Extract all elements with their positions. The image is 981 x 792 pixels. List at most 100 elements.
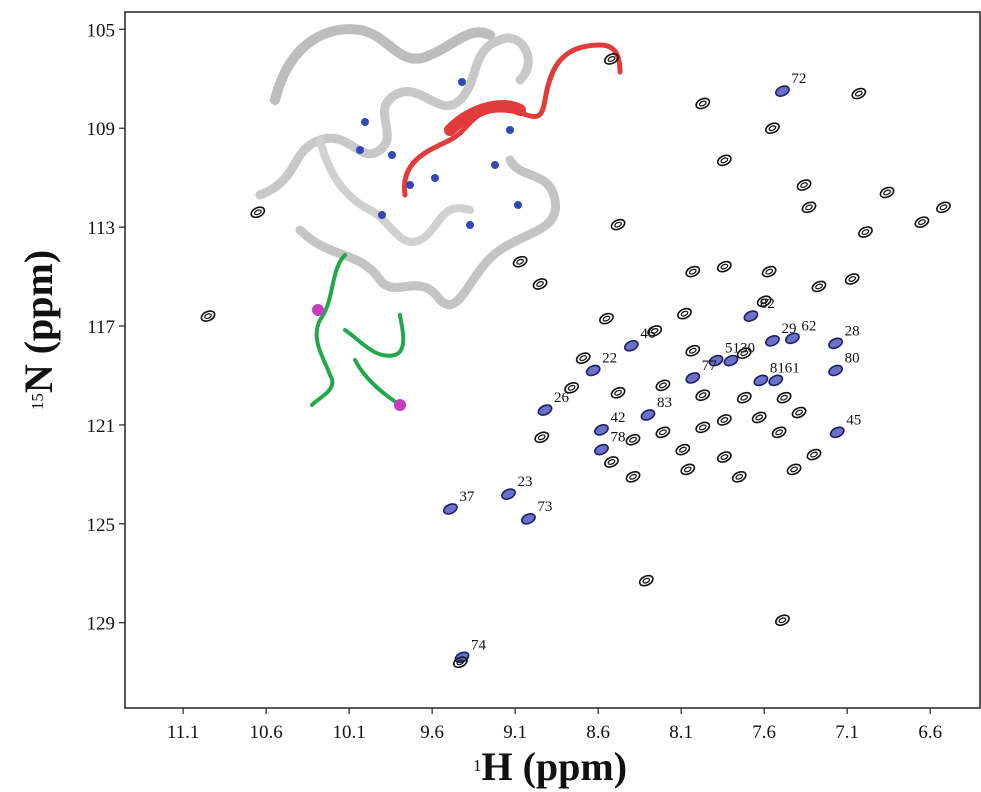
labeled-peak (623, 339, 639, 352)
y-axis-title-text: N (ppm) (16, 250, 61, 393)
peak (879, 186, 895, 199)
peak-inner (760, 298, 769, 305)
peak-inner (659, 429, 667, 436)
peak-inner (735, 473, 744, 480)
peak-inner (253, 209, 262, 216)
peak-label: 74 (471, 637, 487, 653)
peak-label: 80 (845, 351, 860, 367)
peak-inner (740, 350, 749, 357)
peak-inner (815, 283, 823, 290)
peak-label: 23 (518, 474, 533, 490)
peak-inner (614, 389, 622, 396)
y-axis-title-superscript: 15 (28, 393, 47, 410)
peak (716, 414, 732, 426)
peak-label: 22 (602, 351, 617, 367)
peak-inner (607, 56, 616, 62)
peak (638, 574, 654, 587)
peak-inner (775, 429, 783, 436)
peak-inner (720, 263, 729, 270)
peak-inner (740, 394, 749, 401)
peak (647, 325, 663, 337)
peak-inner (780, 394, 788, 401)
peak (675, 443, 691, 456)
peak-label: 78 (610, 430, 625, 446)
peak-label: 42 (610, 410, 625, 426)
peak (914, 216, 930, 228)
peak-label: 83 (657, 395, 672, 411)
peak (532, 278, 548, 290)
labeled-peak (743, 310, 759, 322)
peak (680, 463, 696, 476)
peak-inner (768, 125, 777, 132)
peak-inner (698, 392, 707, 399)
peak (736, 347, 752, 360)
peak-inner (790, 466, 798, 473)
peak (751, 411, 767, 424)
peak (736, 391, 752, 404)
y-tick-label: 113 (87, 218, 115, 239)
peak-inner (861, 229, 870, 235)
x-tick-label: 9.1 (503, 722, 527, 743)
peak (534, 431, 550, 444)
x-tick-label: 7.1 (835, 722, 859, 743)
peak-inner (720, 417, 729, 423)
peak-label: 61 (785, 360, 800, 376)
peak (599, 312, 614, 325)
peak (936, 201, 951, 214)
peak-label: 77 (702, 358, 718, 374)
y-tick-label: 105 (87, 20, 116, 41)
peak (716, 260, 732, 273)
peak-inner (698, 424, 707, 431)
peak (695, 97, 711, 110)
x-tick-label: 8.6 (586, 722, 610, 743)
peak-label: 73 (537, 499, 552, 515)
peak (610, 386, 626, 399)
peak (564, 381, 580, 394)
peak (716, 154, 732, 167)
y-axis-title: 15N (ppm) (16, 250, 61, 410)
peak-inner (939, 204, 948, 211)
x-tick-label: 10.1 (333, 722, 366, 743)
x-axis-title-text: H (ppm) (481, 744, 627, 789)
labeled-peak (829, 426, 845, 439)
peak-inner (567, 384, 576, 391)
peak-inner (680, 310, 689, 317)
peak-label: 28 (845, 323, 860, 339)
peak (250, 206, 266, 219)
y-tick-label: 117 (87, 317, 115, 338)
labeled-peak (765, 335, 780, 347)
labeled-peak (537, 404, 553, 416)
peak-inner (688, 347, 697, 354)
protein-structure (255, 24, 623, 411)
peak (655, 379, 671, 392)
labeled-peak (753, 374, 769, 387)
peak (625, 470, 641, 483)
peak (851, 87, 867, 100)
peak-inner (918, 219, 926, 226)
peak (677, 307, 692, 320)
peak (452, 656, 468, 669)
peak-inner (698, 100, 707, 107)
peak (786, 463, 802, 476)
peak (716, 451, 732, 463)
peak (801, 201, 817, 214)
peak-inner (602, 315, 611, 322)
peak (685, 265, 701, 278)
peak (610, 218, 626, 231)
labeled-peak (640, 409, 656, 421)
peak (655, 426, 671, 439)
peak-inner (678, 446, 687, 453)
labeled-peak (723, 354, 739, 367)
peak-label: 45 (846, 412, 861, 428)
peak (791, 406, 807, 419)
peak-label: 37 (459, 489, 475, 505)
peak-inner (683, 466, 692, 473)
peak-inner (650, 328, 659, 334)
peak (512, 255, 528, 268)
peak-inner (800, 182, 808, 189)
peak-inner (614, 221, 622, 228)
peak-inner (456, 659, 465, 666)
peak-label: 81 (770, 360, 785, 376)
peak-label: 26 (554, 390, 570, 406)
peak-inner (629, 436, 637, 443)
